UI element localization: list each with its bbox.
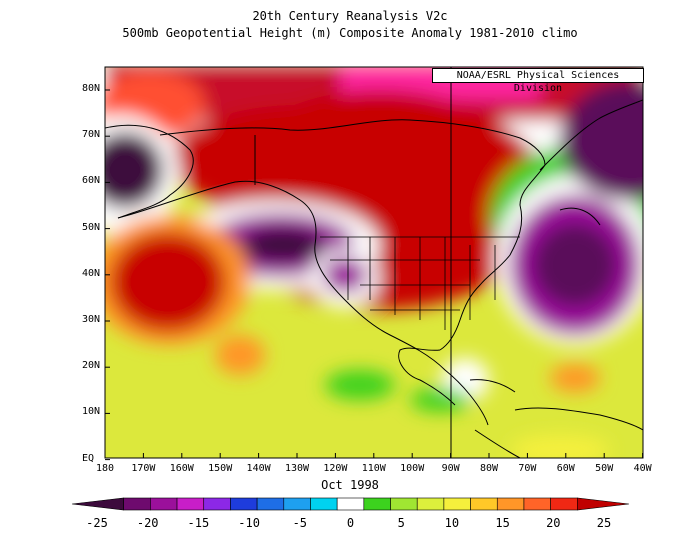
lon-label: 70W — [518, 463, 537, 474]
lon-label: 110W — [361, 463, 386, 474]
colorbar-label: -5 — [292, 516, 308, 530]
colorbar-swatch — [336, 497, 365, 511]
lat-label: 20N — [82, 360, 101, 372]
colorbar-swatch — [550, 497, 578, 511]
date-label: Oct 1998 — [321, 478, 379, 492]
lon-label: 50W — [595, 463, 614, 474]
colorbar-swatch — [577, 497, 630, 511]
colorbar-swatch — [470, 497, 498, 511]
lat-label: 10N — [82, 406, 101, 418]
colorbar-swatch — [523, 497, 551, 511]
colorbar-swatch — [150, 497, 178, 511]
colorbar-swatch — [496, 497, 525, 511]
colorbar-label: 15 — [495, 516, 510, 530]
lon-label: 180 — [95, 463, 115, 474]
colorbar-swatch — [390, 497, 418, 511]
axis-ticks — [104, 89, 644, 461]
colorbar-label: 0 — [346, 516, 355, 530]
colorbar-label: 5 — [397, 516, 405, 530]
colorbar-swatch — [443, 497, 471, 511]
colorbar-label: -10 — [238, 516, 260, 530]
lon-label: 140W — [246, 463, 271, 474]
lat-label: EQ — [82, 452, 95, 464]
lat-label: 70N — [82, 129, 101, 141]
colorbar — [71, 497, 630, 511]
colorbar-swatch — [230, 497, 258, 511]
colorbar-swatch — [203, 497, 231, 511]
colorbar-label: 10 — [444, 516, 460, 530]
coastlines — [105, 99, 643, 458]
colorbar-swatch — [71, 497, 124, 511]
map-subtitle: 500mb Geopotential Height (m) Composite … — [122, 26, 578, 40]
lat-label: 30N — [82, 314, 101, 325]
lon-label: 160W — [169, 463, 194, 474]
lon-label: 40W — [633, 463, 652, 474]
colorbar-label: -25 — [86, 516, 108, 530]
map-title: 20th Century Reanalysis V2c — [252, 9, 448, 23]
colorbar-swatch — [283, 497, 311, 511]
lon-label: 100W — [400, 463, 425, 474]
lon-label: 80W — [479, 463, 499, 474]
colorbar-swatch — [256, 497, 285, 511]
lat-label: 60N — [82, 175, 101, 187]
colorbar-swatch — [176, 497, 205, 511]
colorbar-swatch — [123, 497, 151, 511]
colorbar-label: -15 — [187, 516, 210, 530]
lon-label: 60W — [556, 463, 575, 474]
lon-label: 150W — [208, 463, 233, 474]
lon-label: 130W — [284, 463, 310, 474]
state-borders — [320, 236, 520, 330]
lat-label: 80N — [82, 83, 101, 94]
lat-label: 40N — [82, 267, 101, 279]
lon-label: 90W — [441, 463, 460, 474]
colorbar-swatch — [363, 497, 391, 511]
lon-label: 170W — [131, 463, 156, 474]
colorbar-label: -20 — [136, 516, 159, 530]
colorbar-label: 25 — [596, 516, 612, 530]
credit-label: NOAA/ESRL Physical Sciences Division — [432, 68, 644, 94]
colorbar-label: 20 — [546, 516, 561, 530]
colorbar-swatch — [310, 497, 338, 511]
lon-label: 120W — [323, 463, 348, 474]
lat-label: 50N — [82, 221, 101, 233]
colorbar-swatch — [416, 497, 445, 511]
